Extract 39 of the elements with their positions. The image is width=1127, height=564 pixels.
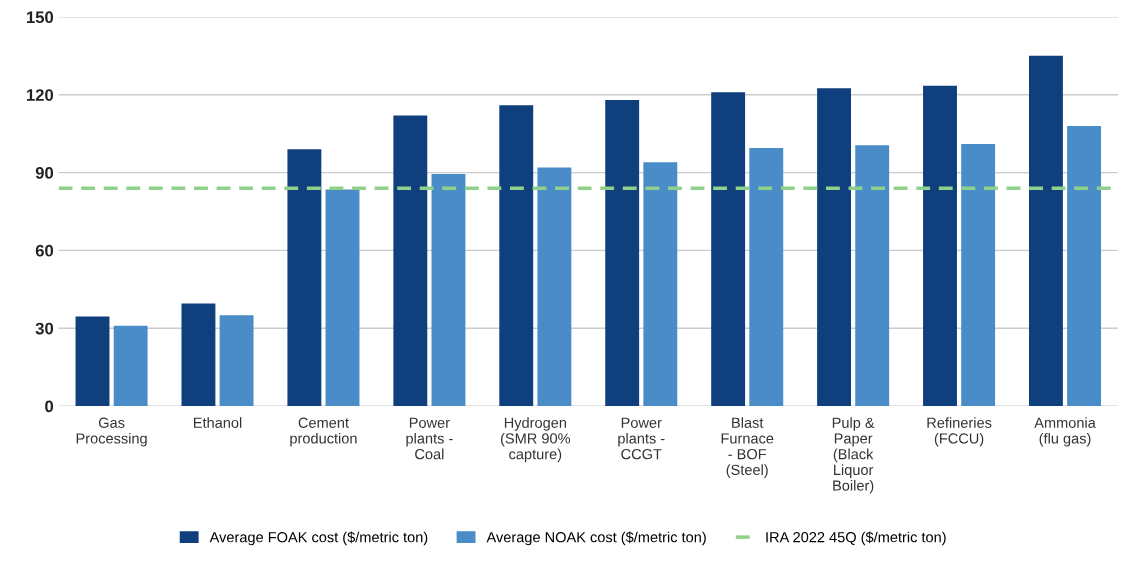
- bar: [287, 149, 322, 407]
- bar: [325, 189, 360, 407]
- bar: [181, 303, 216, 407]
- y-tick-label: 120: [26, 89, 54, 101]
- bar: [961, 144, 996, 407]
- bar: [431, 173, 466, 407]
- bar: [219, 315, 254, 407]
- legend-label: IRA 2022 45Q ($/metric ton): [766, 531, 946, 546]
- y-tick-label: 0: [45, 400, 54, 413]
- bar: [605, 99, 640, 407]
- bar: [923, 85, 957, 407]
- bar: [711, 92, 746, 407]
- x-tick-label: Power plants - CCGT: [618, 417, 665, 460]
- y-tick-label: 30: [35, 322, 54, 335]
- bar: [749, 147, 784, 407]
- bar: [537, 167, 572, 407]
- bar: [1029, 55, 1063, 407]
- x-tick-label: Cement production: [290, 417, 357, 447]
- x-tick-label: Ethanol: [193, 417, 242, 428]
- bar: [817, 88, 852, 407]
- bar: [1067, 125, 1102, 407]
- legend-label: Average NOAK cost ($/metric ton): [486, 531, 706, 546]
- bar: [643, 162, 678, 407]
- bar: [499, 105, 534, 407]
- x-tick-label: Power plants - Coal: [406, 417, 453, 460]
- x-tick-label: Ammonia (flu gas): [1034, 417, 1096, 447]
- bar: [75, 316, 110, 407]
- bar: [393, 115, 428, 407]
- y-tick-label: 90: [35, 166, 54, 179]
- legend-label: Average FOAK cost ($/metric ton): [209, 531, 428, 546]
- y-tick-label: 60: [35, 244, 54, 257]
- x-tick-label: Pulp & Paper (Black Liquor Boiler): [832, 417, 875, 494]
- bar: [855, 145, 890, 407]
- x-tick-label: Refineries (FCCU): [927, 417, 992, 447]
- x-tick-label: Hydrogen (SMR 90% capture): [500, 417, 571, 463]
- y-tick-label: 150: [26, 11, 54, 24]
- bar: [113, 325, 148, 407]
- x-tick-label: Gas Processing: [76, 417, 147, 447]
- x-tick-label: Blast Furnace - BOF (Steel): [721, 417, 774, 478]
